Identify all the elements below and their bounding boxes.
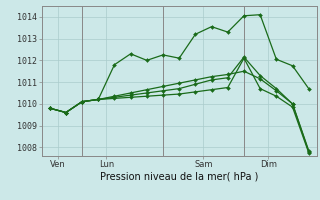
X-axis label: Pression niveau de la mer( hPa ): Pression niveau de la mer( hPa ) <box>100 172 258 182</box>
